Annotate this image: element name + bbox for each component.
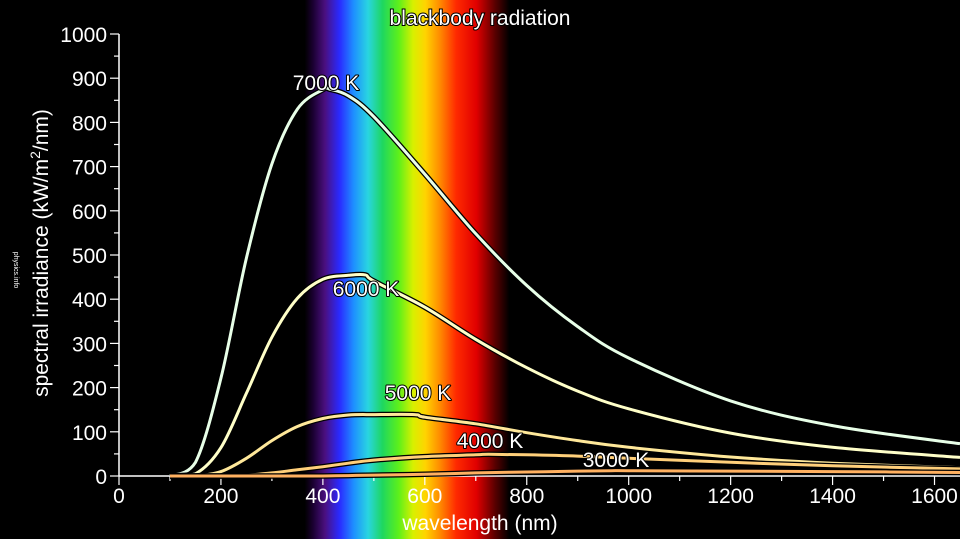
curve-6000k [169,272,960,478]
x-tick-label: 200 [203,485,238,508]
x-tick-label: 1600 [911,485,958,508]
y-axis-ticks: 0 100 200 300 400 500 600 700 800 900 1000 [60,24,119,489]
y-tick-label: 500 [72,245,107,268]
y-tick-label: 800 [72,112,107,135]
y-tick-label: 900 [72,68,107,91]
curve-labels: 7000 K 6000 K 5000 K 4000 K 3000 K [292,71,651,473]
curves [168,85,960,479]
y-tick-label: 400 [72,289,107,312]
curve-label-7000k: 7000 K [293,72,360,95]
x-axis-ticks: 0 200 400 600 800 1000 1200 1400 1600 [113,476,958,508]
y-tick-label: 300 [72,333,107,356]
x-tick-label: 800 [509,485,544,508]
x-tick-label: 1400 [809,485,856,508]
curve-label-3000k: 3000 K [583,449,650,472]
y-tick-label: 100 [72,422,107,445]
curve-label-6000k: 6000 K [333,278,400,301]
y-axis-title: spectral irradiance (kW/m2/nm) [27,109,53,397]
x-tick-label: 600 [407,485,442,508]
curve-3000k [169,469,960,478]
curve-label-4000k: 4000 K [457,430,524,453]
y-tick-label: 0 [95,466,107,489]
x-axis-title: wavelength (nm) [401,512,557,535]
curve-5000k [169,412,960,478]
x-tick-label: 1000 [605,485,652,508]
x-tick-label: 0 [113,485,125,508]
y-tick-label: 600 [72,201,107,224]
x-tick-label: 400 [305,485,340,508]
x-tick-label: 1200 [707,485,754,508]
curve-label-5000k: 5000 K [385,382,452,405]
curve-7000k [169,86,960,478]
y-tick-label: 200 [72,378,107,401]
chart-title: blackbody radiation [390,7,571,30]
y-tick-label: 1000 [60,24,107,47]
y-tick-label: 700 [72,157,107,180]
watermark: physics.info [12,252,19,289]
